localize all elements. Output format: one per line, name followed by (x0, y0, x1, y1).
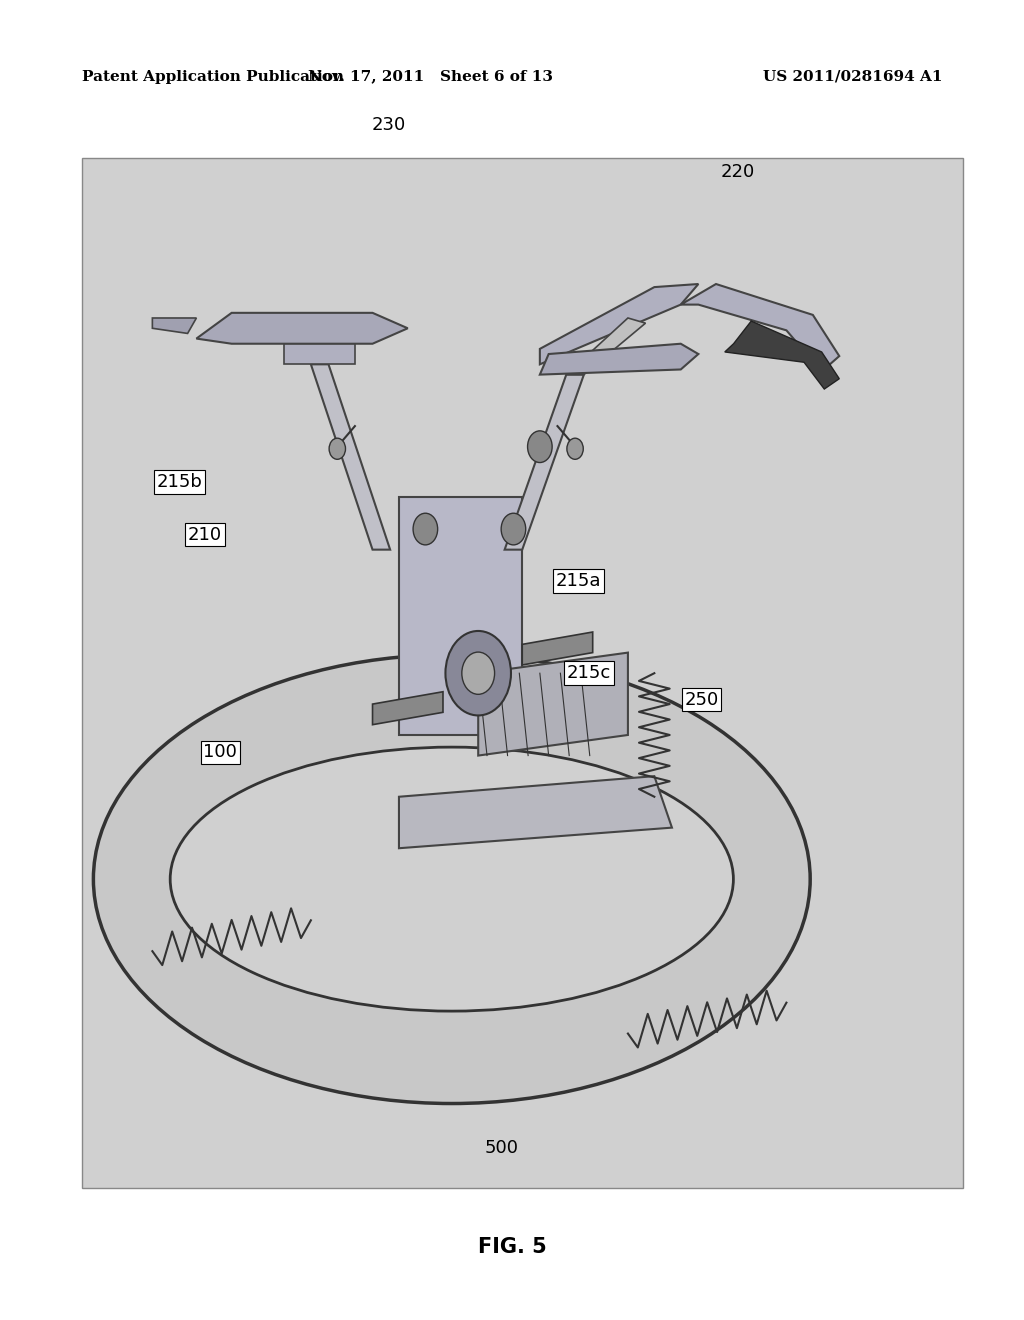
Polygon shape (399, 776, 672, 849)
Polygon shape (725, 321, 840, 389)
Text: US 2011/0281694 A1: US 2011/0281694 A1 (763, 70, 942, 83)
Text: 215b: 215b (157, 473, 202, 491)
Polygon shape (478, 652, 628, 755)
Circle shape (329, 438, 345, 459)
Circle shape (413, 513, 437, 545)
Text: 215a: 215a (556, 572, 601, 590)
Bar (399, 498, 522, 735)
Text: 220: 220 (720, 162, 755, 181)
Text: 100: 100 (203, 743, 238, 762)
Ellipse shape (93, 655, 810, 1104)
Polygon shape (540, 284, 698, 364)
Circle shape (445, 631, 511, 715)
Polygon shape (540, 343, 698, 375)
Circle shape (567, 438, 584, 459)
Text: 210: 210 (187, 525, 222, 544)
Polygon shape (522, 632, 593, 665)
Text: Patent Application Publication: Patent Application Publication (82, 70, 344, 83)
Circle shape (462, 652, 495, 694)
Polygon shape (285, 343, 355, 364)
Polygon shape (197, 313, 408, 343)
Polygon shape (505, 375, 584, 549)
Text: Nov. 17, 2011   Sheet 6 of 13: Nov. 17, 2011 Sheet 6 of 13 (307, 70, 553, 83)
Polygon shape (566, 318, 645, 375)
Text: 215c: 215c (566, 664, 611, 682)
Text: 230: 230 (372, 116, 407, 135)
Polygon shape (681, 284, 840, 371)
Text: 250: 250 (684, 690, 719, 709)
Text: FIG. 5: FIG. 5 (477, 1237, 547, 1258)
Polygon shape (153, 318, 197, 334)
Circle shape (527, 430, 552, 462)
Text: 500: 500 (484, 1139, 519, 1158)
Circle shape (501, 513, 525, 545)
Bar (82, 158, 963, 1188)
Ellipse shape (170, 747, 733, 1011)
Polygon shape (311, 364, 390, 549)
Polygon shape (373, 692, 443, 725)
